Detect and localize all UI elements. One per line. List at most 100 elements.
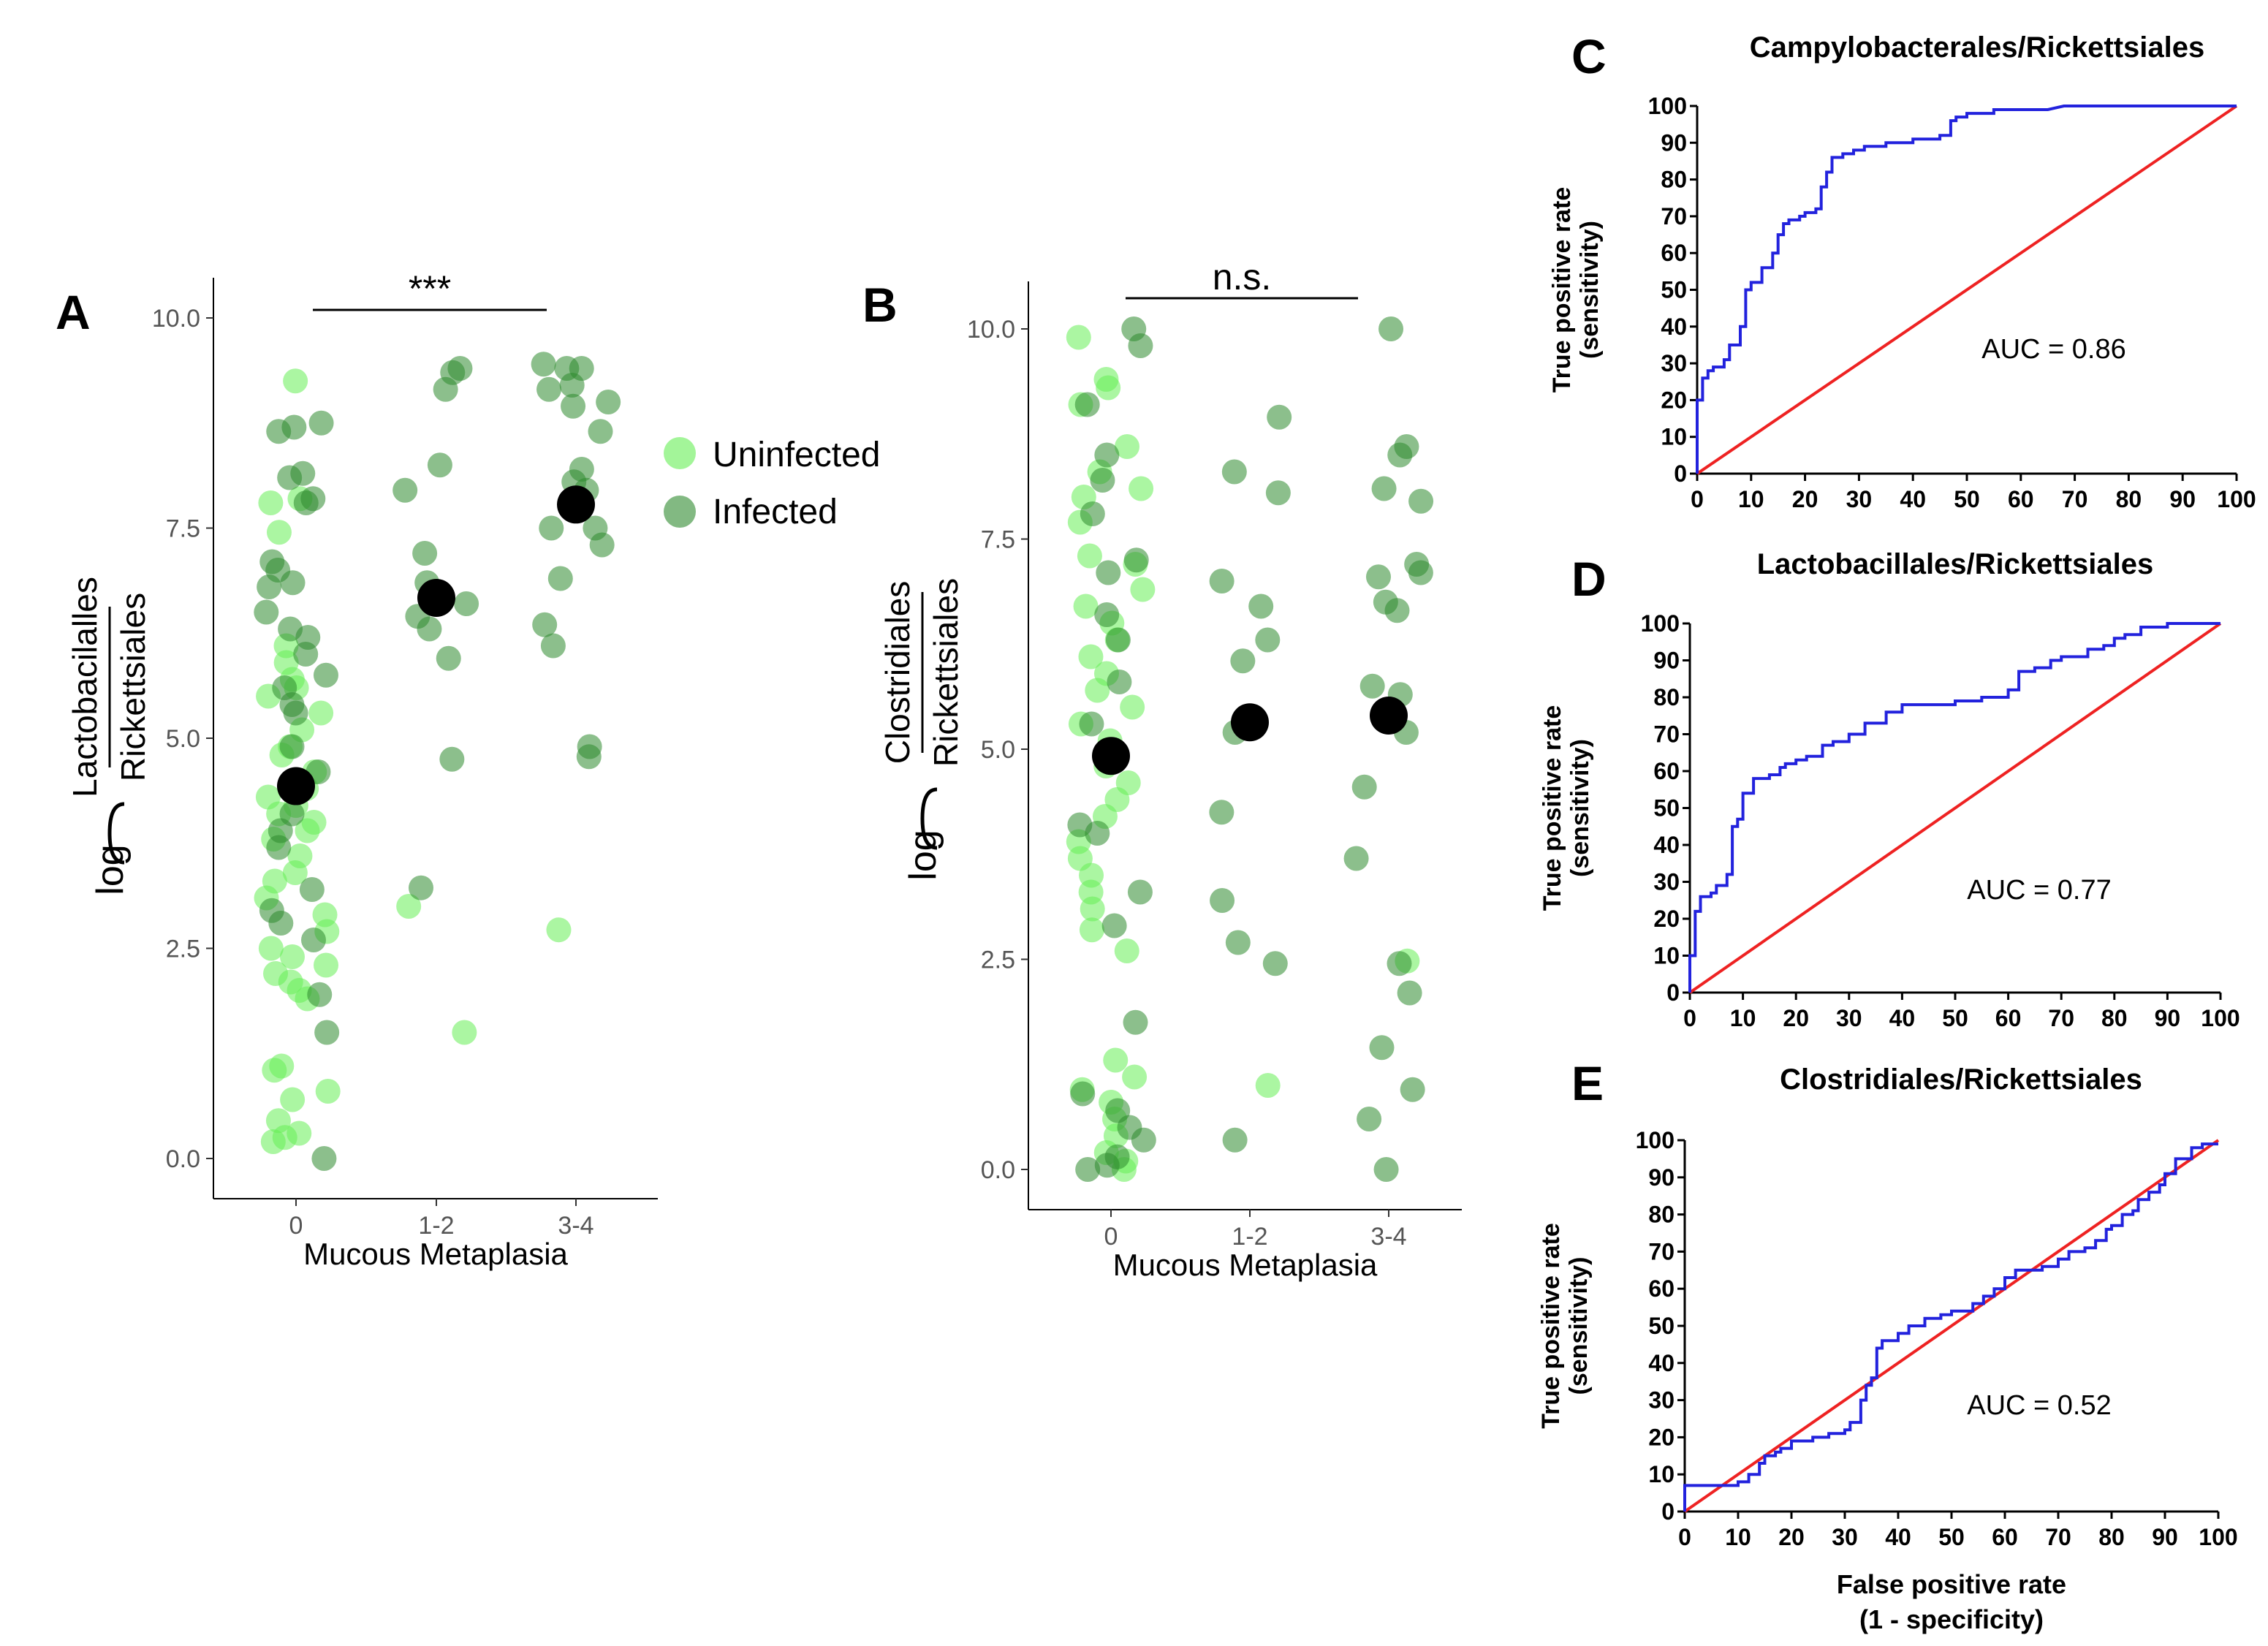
y-tick-label: 10 (1653, 943, 1680, 969)
data-point-uninfected (262, 1058, 287, 1083)
x-tick-label: 20 (1792, 486, 1818, 512)
y-axis-paren-left (920, 787, 938, 850)
data-point-infected (1101, 913, 1127, 938)
y-tick-label: 20 (1648, 1424, 1675, 1450)
data-point-infected (1408, 488, 1434, 514)
data-point-infected (532, 612, 558, 637)
panel-letter-e: E (1571, 1056, 1604, 1110)
y-tick-label: 30 (1653, 869, 1680, 895)
data-point-infected (314, 1020, 340, 1045)
data-point-infected (427, 452, 452, 478)
data-point-infected (1209, 569, 1234, 593)
panel-letter-d: D (1571, 552, 1607, 606)
y-axis-title-line2: (sensitivity) (1566, 739, 1594, 877)
data-point-uninfected (1079, 917, 1104, 943)
x-tick-label: 3-4 (558, 1212, 593, 1240)
data-point-infected (392, 477, 418, 503)
x-tick-label: 3-4 (1370, 1223, 1406, 1251)
x-tick-label: 70 (2062, 486, 2088, 512)
data-point-infected (436, 645, 461, 671)
auc-label: AUC = 0.86 (1981, 334, 2126, 365)
x-tick-label: 100 (2199, 1524, 2237, 1550)
x-tick-label: 40 (1889, 1005, 1916, 1031)
y-axis-title: True positive rate (sensitivity) (1537, 1223, 1593, 1429)
x-tick-label: 30 (1846, 486, 1873, 512)
data-point-infected (576, 744, 602, 770)
data-point-infected (1378, 316, 1404, 341)
y-axis-title-line2: (sensitivity) (1565, 1257, 1593, 1395)
x-tick-label: 100 (2217, 486, 2256, 512)
y-axis-numerator: Clostridiales (879, 581, 917, 765)
y-tick-label: 40 (1661, 314, 1687, 340)
panel-e-roc: 0 10 20 30 40 50 60 70 80 90 100 0 10 20 30 40 50 60 70 80 9… (1537, 1063, 2238, 1634)
data-point-infected (266, 835, 292, 860)
y-tick-label: 90 (1648, 1164, 1675, 1191)
y-tick-label: 10.0 (152, 305, 200, 333)
data-point-infected (417, 616, 442, 642)
x-axis-title-line1: False positive rate (1837, 1569, 2066, 1599)
data-point-infected (540, 633, 566, 659)
data-point-infected (409, 875, 434, 900)
mean-marker (1231, 703, 1269, 742)
data-point-infected (1079, 711, 1104, 737)
y-tick-label: 10.0 (967, 316, 1015, 344)
x-tick-label: 80 (2101, 1005, 2128, 1031)
data-point-infected (1371, 476, 1397, 501)
x-tick-label: 80 (2116, 486, 2142, 512)
data-point-uninfected (1077, 543, 1102, 569)
y-tick-label: 70 (1653, 721, 1680, 748)
data-point-uninfected (1115, 434, 1140, 459)
y-tick-label: 100 (1641, 610, 1680, 637)
data-point-uninfected (1120, 694, 1145, 720)
data-point-infected (1408, 560, 1433, 585)
data-point-infected (1387, 442, 1413, 468)
data-point-infected (1096, 560, 1121, 585)
y-tick-label: 0.0 (166, 1145, 200, 1173)
data-point-infected (1090, 468, 1115, 493)
data-point-uninfected (1085, 678, 1110, 703)
data-point-infected (1351, 774, 1377, 800)
data-point-infected (1105, 627, 1131, 653)
data-point-uninfected (308, 700, 334, 726)
y-tick-label: 40 (1648, 1350, 1675, 1376)
data-point-infected (1365, 564, 1391, 590)
data-point-infected (308, 410, 334, 436)
mean-marker (1092, 737, 1130, 775)
y-tick-label: 100 (1636, 1127, 1675, 1153)
x-tick-label: 100 (2201, 1005, 2239, 1031)
y-axis-denominator: Rickettsiales (927, 578, 965, 767)
data-point-infected (1094, 602, 1120, 627)
y-tick-label: 0 (1666, 979, 1680, 1006)
y-tick-label: 20 (1661, 387, 1687, 413)
data-point-infected (559, 373, 585, 398)
x-tick-label: 20 (1778, 1524, 1805, 1550)
data-point-infected (412, 541, 438, 566)
x-tick-label: 50 (1938, 1524, 1965, 1550)
x-tick-label: 0 (1683, 1005, 1696, 1031)
data-point-uninfected (1114, 938, 1139, 963)
y-tick-label: 0 (1661, 1498, 1675, 1525)
data-point-infected (1127, 879, 1153, 905)
x-tick-label: 30 (1836, 1005, 1862, 1031)
x-tick-label: 70 (2048, 1005, 2074, 1031)
y-tick-label: 70 (1648, 1238, 1675, 1264)
y-axis-title-line2: (sensitivity) (1576, 221, 1604, 359)
roc-curve (1688, 622, 2220, 993)
legend-uninfected-swatch (664, 437, 696, 469)
data-point-infected (1074, 392, 1100, 417)
data-point-infected (293, 490, 319, 515)
data-point-infected (531, 352, 556, 377)
data-point-infected (1123, 1009, 1148, 1035)
data-point-infected (588, 419, 613, 444)
data-point-infected (300, 928, 326, 952)
data-point-uninfected (314, 952, 339, 978)
y-tick-label: 60 (1648, 1275, 1675, 1302)
x-tick-label: 1-2 (418, 1212, 454, 1240)
reference-line (1683, 1139, 2220, 1513)
data-point-infected (268, 911, 294, 936)
y-axis-denominator: Rickettsiales (114, 593, 152, 781)
data-point-uninfected (1080, 896, 1105, 922)
y-axis-title-line1: True positive rate (1539, 705, 1566, 911)
data-point-infected (1085, 821, 1110, 846)
